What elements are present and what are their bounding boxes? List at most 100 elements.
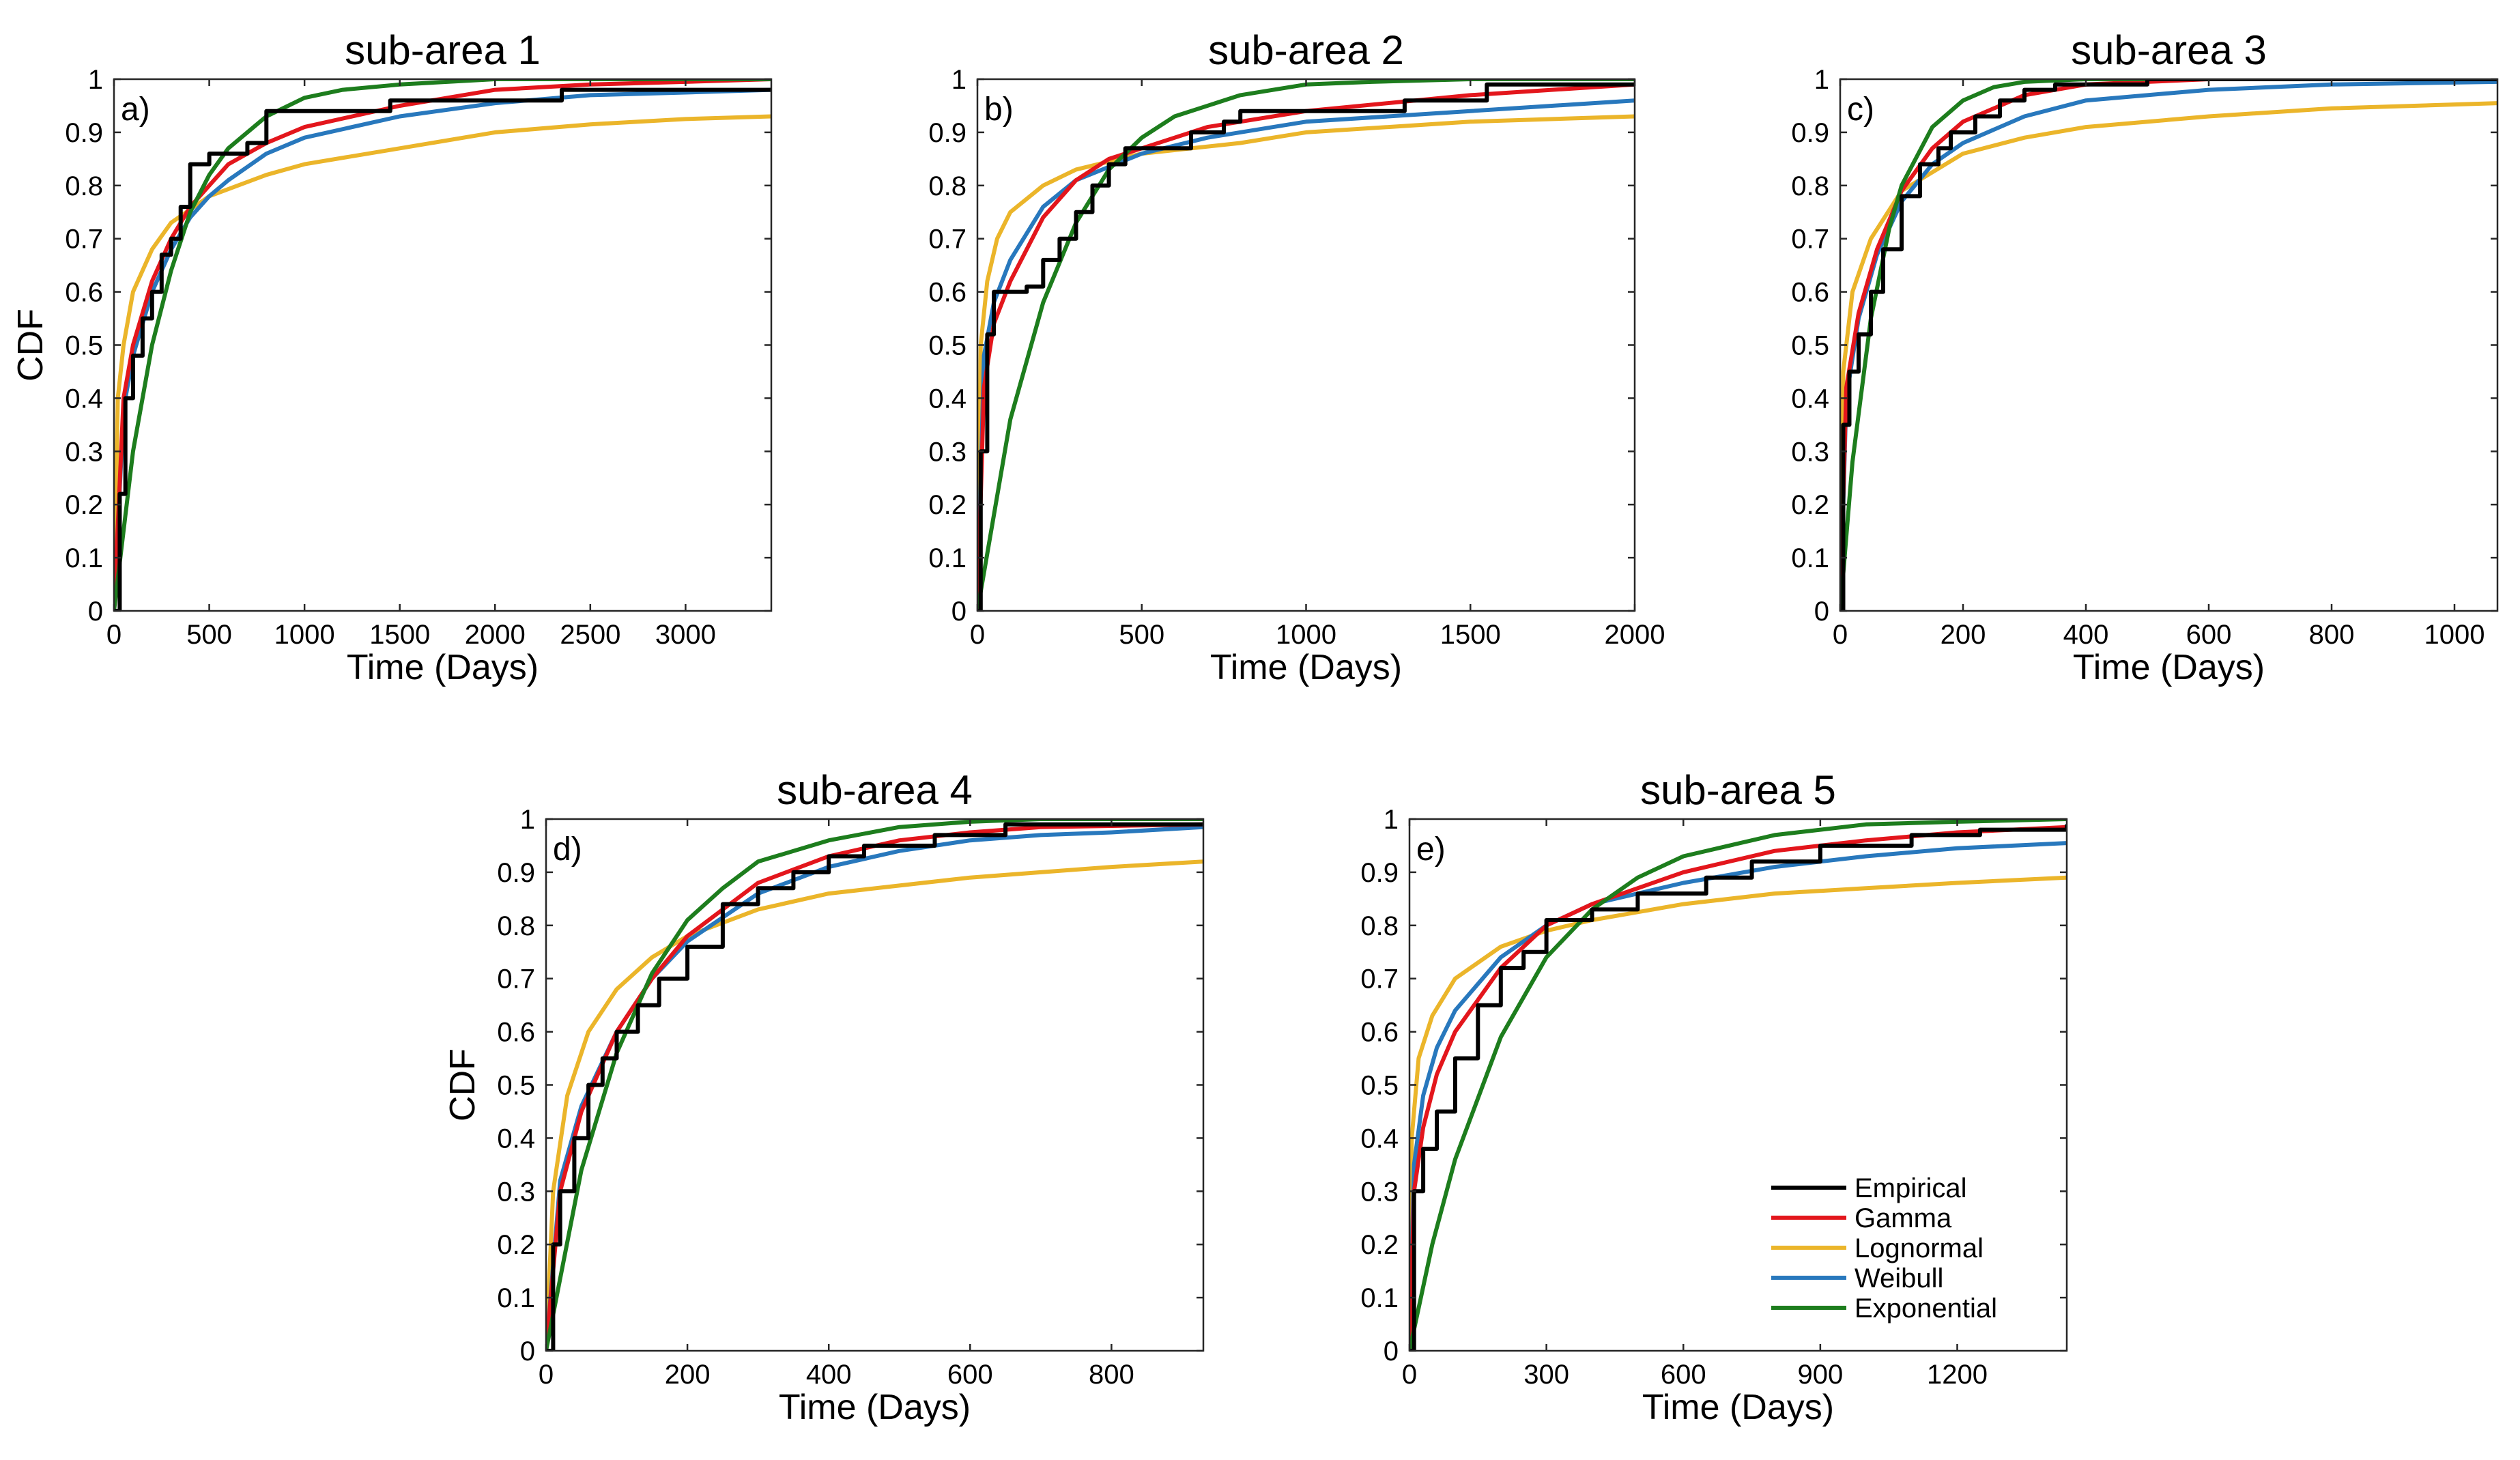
y-tick-label: 0.5	[1360, 1071, 1399, 1101]
x-tick-label: 1200	[1927, 1360, 1988, 1390]
y-tick-label: 0.1	[1360, 1283, 1399, 1313]
y-tick-label: 0.4	[1791, 384, 1829, 414]
y-tick-label: 0.9	[928, 118, 967, 148]
series-line-weibull	[114, 87, 771, 611]
x-tick-label: 200	[665, 1360, 711, 1390]
x-tick-label: 1500	[369, 620, 430, 650]
series-group	[1840, 79, 2497, 611]
series-line-lognormal	[977, 114, 1635, 611]
x-tick-label: 0	[1833, 620, 1848, 650]
series-line-gamma	[977, 82, 1635, 611]
series-line-empirical	[1409, 824, 2067, 1351]
x-tick-label: 400	[2063, 620, 2109, 650]
x-tick-label: 0	[970, 620, 985, 650]
x-tick-label: 500	[186, 620, 232, 650]
series-line-lognormal	[1409, 875, 2067, 1351]
y-tick-label: 0.7	[65, 225, 103, 255]
chart-title: sub-area 3	[2071, 27, 2267, 73]
y-tick-label: 0.6	[1791, 278, 1829, 308]
y-tick-label: 0	[951, 597, 967, 627]
y-tick-label: 0.8	[1791, 171, 1829, 201]
y-tick-label: 0.7	[497, 964, 535, 994]
panel-label: e)	[1416, 831, 1446, 868]
y-tick-label: 0.5	[1791, 331, 1829, 361]
legend: EmpiricalGammaLognormalWeibullExponentia…	[1771, 1173, 1997, 1323]
panel-label: d)	[553, 831, 582, 868]
x-tick-label: 800	[1089, 1360, 1134, 1390]
y-tick-label: 0.8	[928, 171, 967, 201]
legend-label-lognormal: Lognormal	[1855, 1233, 1984, 1263]
axes-box	[113, 78, 773, 612]
y-tick-label: 0.5	[928, 331, 967, 361]
y-tick-label: 0.8	[65, 171, 103, 201]
y-tick-label: 0.4	[1360, 1123, 1399, 1154]
y-tick-label: 0.9	[497, 858, 535, 888]
chart-title: sub-area 5	[1640, 767, 1836, 813]
chart-panel-3: 0 0.1 0.2 0.3 0.4 0.5 0.6 0.7 0.8 0.9 1 0 200 400 600 8…	[1791, 27, 2499, 687]
x-axis-label: Time (Days)	[347, 648, 539, 687]
y-axis-label: CDF	[11, 309, 51, 382]
x-axis-label: Time (Days)	[1210, 648, 1402, 687]
x-tick-label: 3000	[655, 620, 716, 650]
series-line-gamma	[546, 822, 1203, 1351]
x-tick-label: 1000	[1276, 620, 1336, 650]
y-tick-label: 0.3	[1791, 437, 1829, 467]
x-tick-label: 600	[2186, 620, 2232, 650]
y-tick-label: 0.7	[1360, 964, 1399, 994]
y-tick-label: 0	[88, 597, 103, 627]
series-group	[114, 79, 771, 611]
y-tick-label: 1	[520, 805, 535, 835]
x-tick-label: 800	[2309, 620, 2355, 650]
x-tick-label: 2000	[465, 620, 526, 650]
series-group	[1409, 819, 2067, 1351]
series-line-empirical	[114, 87, 771, 611]
axes-box	[976, 78, 1636, 612]
chart-title: sub-area 1	[345, 27, 541, 73]
y-tick-label: 0.4	[65, 384, 103, 414]
y-tick-label: 0.2	[1791, 490, 1829, 520]
series-line-weibull	[546, 825, 1203, 1351]
panel-label: b)	[984, 91, 1014, 128]
legend-label-weibull: Weibull	[1855, 1263, 1943, 1293]
y-tick-label: 0.5	[497, 1071, 535, 1101]
y-tick-label: 0.9	[1791, 118, 1829, 148]
y-tick-label: 1	[951, 65, 967, 95]
series-line-gamma	[1409, 825, 2067, 1351]
x-tick-label: 1000	[274, 620, 335, 650]
y-tick-label: 0.5	[65, 331, 103, 361]
x-tick-label: 200	[1941, 620, 1986, 650]
chart-panel-4: 0 0.1 0.2 0.3 0.4 0.5 0.6 0.7 0.8 0.9 1 0 200 400 600 8…	[443, 767, 1205, 1427]
y-tick-label: 0	[1384, 1336, 1399, 1366]
y-tick-label: 0.7	[928, 225, 967, 255]
series-line-empirical	[1840, 79, 2497, 611]
y-tick-label: 0.8	[497, 911, 535, 941]
x-tick-label: 0	[539, 1360, 554, 1390]
x-tick-label: 400	[806, 1360, 852, 1390]
y-tick-label: 0.2	[497, 1230, 535, 1260]
series-line-lognormal	[546, 859, 1203, 1351]
series-line-exponential	[546, 819, 1203, 1351]
axes-box	[545, 818, 1205, 1352]
y-tick-label: 0.1	[497, 1283, 535, 1313]
series-line-exponential	[114, 79, 771, 611]
y-tick-label: 0.9	[65, 118, 103, 148]
y-tick-label: 0.3	[497, 1177, 535, 1207]
y-axis-label: CDF	[443, 1048, 483, 1121]
x-axis-label: Time (Days)	[779, 1388, 971, 1427]
x-tick-label: 500	[1119, 620, 1164, 650]
x-tick-label: 900	[1798, 1360, 1844, 1390]
x-tick-label: 600	[947, 1360, 993, 1390]
chart-title: sub-area 2	[1208, 27, 1404, 73]
chart-panel-5: 0 0.1 0.2 0.3 0.4 0.5 0.6 0.7 0.8 0.9 1 0 300 600 900 1…	[1360, 767, 2068, 1427]
y-tick-label: 1	[1384, 805, 1399, 835]
y-tick-label: 1	[1814, 65, 1829, 95]
panel-label: c)	[1847, 91, 1874, 128]
series-line-exponential	[977, 79, 1635, 611]
y-tick-label: 0.6	[65, 278, 103, 308]
y-tick-label: 0.6	[497, 1018, 535, 1048]
series-line-exponential	[1409, 819, 2067, 1351]
y-tick-label: 0.4	[928, 384, 967, 414]
y-tick-label: 0.2	[928, 490, 967, 520]
chart-panel-1: 0 0.1 0.2 0.3 0.4 0.5 0.6 0.7 0.8 0.9 1 0 500 1000 150…	[11, 27, 773, 687]
y-tick-label: 0.1	[1791, 543, 1829, 573]
